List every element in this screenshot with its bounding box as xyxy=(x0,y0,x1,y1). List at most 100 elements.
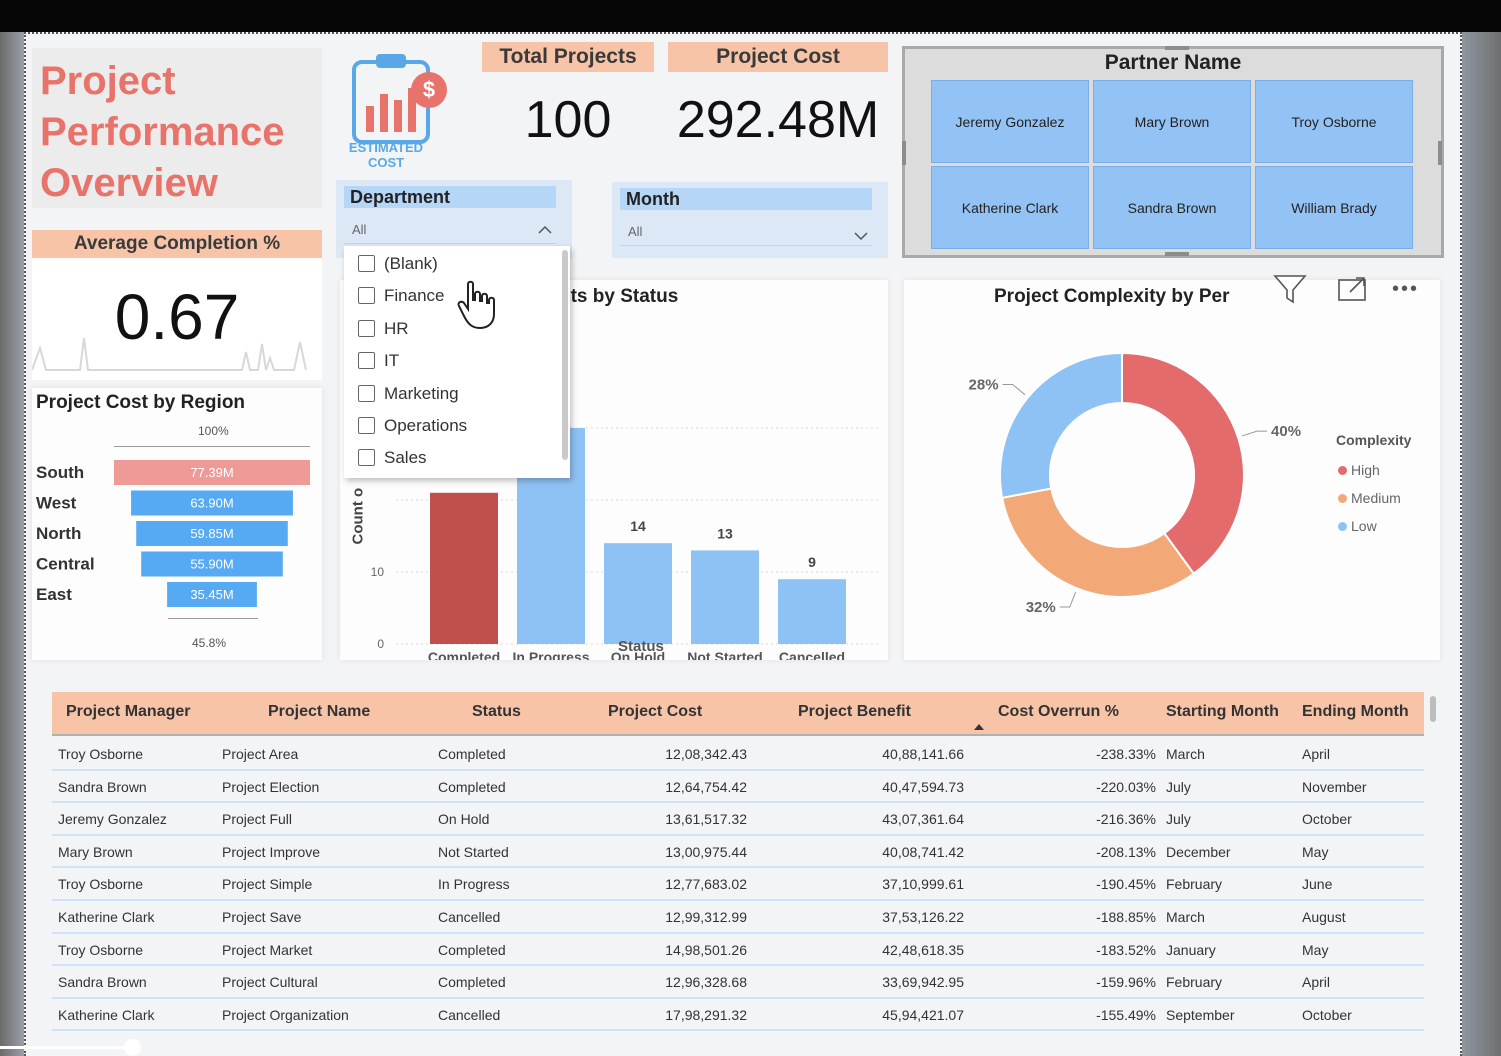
legend-item-medium[interactable]: Medium xyxy=(1338,484,1401,512)
table-cell: 14,98,501.26 xyxy=(665,941,747,958)
table-cell: 37,53,126.22 xyxy=(882,909,964,925)
option-finance[interactable]: Finance xyxy=(358,284,444,308)
table-cell: October xyxy=(1302,811,1352,828)
option-label: IT xyxy=(384,351,400,370)
table-cell: July xyxy=(1166,778,1191,795)
funnel-chart: South 77.39M West 63.90M North 59.85M Central 5… xyxy=(36,460,310,607)
checkbox[interactable] xyxy=(358,385,375,402)
option-blank[interactable]: (Blank) xyxy=(358,252,438,276)
partner-button[interactable]: Katherine Clark xyxy=(931,166,1089,249)
legend-item-low[interactable]: Low xyxy=(1338,512,1401,540)
resize-handle[interactable] xyxy=(902,141,906,165)
leader-line xyxy=(1002,383,1026,396)
focus-mode-icon[interactable] xyxy=(1336,274,1370,309)
table-cell: -155.49% xyxy=(1096,1006,1156,1023)
table-row[interactable]: Troy Osborne Project Market Completed 14,98… xyxy=(52,934,1424,967)
month-slicer[interactable]: Month All xyxy=(612,182,888,258)
table-row[interactable]: Sandra Brown Project Election Completed 12,… xyxy=(52,771,1424,804)
column-header[interactable]: Starting Month xyxy=(1166,703,1279,720)
partner-button[interactable]: Sandra Brown xyxy=(1093,166,1251,249)
table-cell: 12,96,328.68 xyxy=(665,974,747,991)
table-cell: May xyxy=(1302,941,1329,958)
legend-item-high[interactable]: High xyxy=(1338,456,1401,484)
funnel-bottom-axis xyxy=(168,618,258,619)
legend-title: Complexity xyxy=(1336,432,1412,448)
partner-button[interactable]: Mary Brown xyxy=(1093,80,1251,163)
sort-ascending-icon[interactable] xyxy=(974,718,984,736)
x-axis-label: Status xyxy=(618,638,664,655)
avg-completion-card: Average Completion % 0.67 xyxy=(32,230,322,380)
dropdown-scrollbar[interactable] xyxy=(562,250,568,460)
table-cell: Project Improve xyxy=(222,843,321,860)
funnel-top-pct: 100% xyxy=(198,424,229,438)
table-row[interactable]: Sandra Brown Project Cultural Completed 12,… xyxy=(52,966,1424,999)
option-label: Marketing xyxy=(384,384,459,403)
sparkline-decoration xyxy=(32,337,307,371)
option-label: Sales xyxy=(384,448,427,467)
column-header[interactable]: Status xyxy=(472,703,521,720)
report-canvas: Project Performance Overview $ ESTIMATED… xyxy=(24,32,1462,1056)
month-dropdown[interactable]: All xyxy=(620,218,872,246)
chevron-up-icon[interactable] xyxy=(538,222,552,240)
table-cell: February xyxy=(1166,876,1223,893)
checkbox[interactable] xyxy=(358,449,375,466)
checkbox[interactable] xyxy=(358,352,375,369)
funnel-top-axis xyxy=(114,446,310,447)
data-label: 28% xyxy=(969,376,999,393)
more-options-icon[interactable]: ••• xyxy=(1392,278,1420,300)
option-it[interactable]: IT xyxy=(358,349,399,373)
table-cell: 43,07,361.64 xyxy=(882,811,964,828)
category-label: Central xyxy=(36,555,95,574)
filter-icon[interactable] xyxy=(1272,272,1308,311)
column-header[interactable]: Project Name xyxy=(268,703,371,720)
table-cell: Project Organization xyxy=(222,1006,349,1023)
table-cell: -216.36% xyxy=(1096,811,1156,828)
table-cell: Troy Osborne xyxy=(58,941,144,958)
table-row[interactable]: Troy Osborne Project Area Completed 12,08,3… xyxy=(52,738,1424,771)
table-cell: 33,69,942.95 xyxy=(882,974,964,991)
playback-scrubber[interactable] xyxy=(124,1039,141,1056)
data-label: 32% xyxy=(1026,599,1056,616)
column-header[interactable]: Ending Month xyxy=(1302,703,1409,720)
checkbox[interactable] xyxy=(358,255,375,272)
option-hr[interactable]: HR xyxy=(358,317,409,341)
option-marketing[interactable]: Marketing xyxy=(358,382,459,406)
partner-button[interactable]: Jeremy Gonzalez xyxy=(931,80,1089,163)
table-cell: Sandra Brown xyxy=(58,974,147,991)
checkbox[interactable] xyxy=(358,320,375,337)
data-label: 63.90M xyxy=(190,496,233,511)
status-bar xyxy=(691,550,759,644)
department-dropdown[interactable]: All xyxy=(344,216,556,244)
table-row[interactable]: Jeremy Gonzalez Project Full On Hold 13,61,… xyxy=(52,803,1424,836)
table-scrollbar[interactable] xyxy=(1430,696,1436,722)
table-cell: 40,47,594.73 xyxy=(882,778,964,795)
x-tick-label: In Progress xyxy=(512,649,589,660)
option-operations[interactable]: Operations xyxy=(358,414,467,438)
checkbox[interactable] xyxy=(358,287,375,304)
column-header[interactable]: Project Cost xyxy=(608,703,703,720)
table-row[interactable]: Mary Brown Project Improve Not Started 13,0… xyxy=(52,836,1424,869)
resize-handle[interactable] xyxy=(1165,46,1189,50)
chevron-down-icon[interactable] xyxy=(854,228,868,246)
column-header[interactable]: Project Benefit xyxy=(798,703,911,720)
leader-line xyxy=(1241,430,1268,437)
partner-button[interactable]: William Brady xyxy=(1255,166,1413,249)
column-header[interactable]: Project Manager xyxy=(66,703,191,720)
table-cell: December xyxy=(1166,843,1231,860)
department-slicer[interactable]: Department All xyxy=(336,180,572,258)
slicer-header: Department xyxy=(344,186,556,208)
table-row[interactable]: Troy Osborne Project Simple In Progress 12,… xyxy=(52,868,1424,901)
resize-handle[interactable] xyxy=(1438,141,1442,165)
partner-button[interactable]: Troy Osborne xyxy=(1255,80,1413,163)
checkbox[interactable] xyxy=(358,417,375,434)
option-sales[interactable]: Sales xyxy=(358,446,427,470)
resize-handle[interactable] xyxy=(1165,252,1189,256)
table-cell: Troy Osborne xyxy=(58,746,144,762)
donut-slice xyxy=(999,351,1123,500)
table-cell: Completed xyxy=(438,974,506,991)
table-row[interactable]: Katherine Clark Project Save Cancelled 12,9… xyxy=(52,901,1424,934)
column-header[interactable]: Cost Overrun % xyxy=(998,703,1119,720)
status-bar xyxy=(604,543,672,644)
table-cell: -238.33% xyxy=(1096,746,1156,762)
table-row[interactable]: Katherine Clark Project Organization Cance… xyxy=(52,999,1424,1032)
